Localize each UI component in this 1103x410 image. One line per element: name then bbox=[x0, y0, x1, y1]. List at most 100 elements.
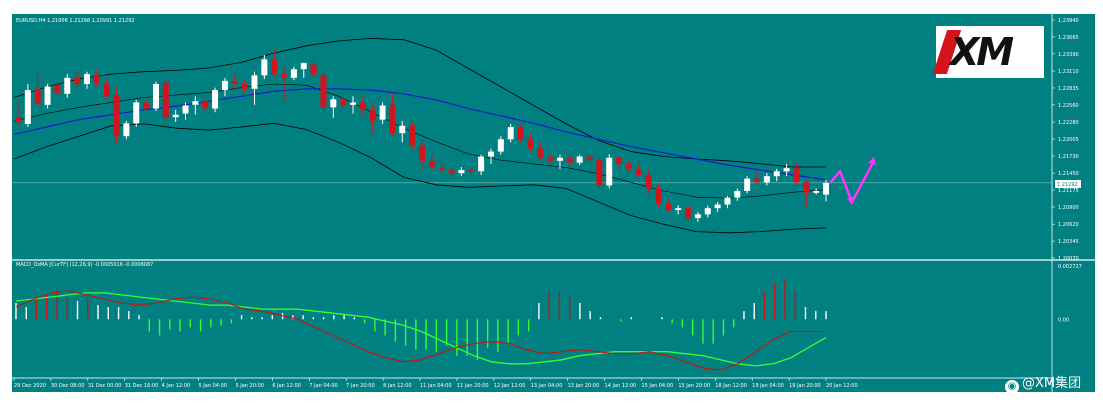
price-tick-label: 1.23665 bbox=[1058, 35, 1079, 41]
bear-candle bbox=[754, 178, 761, 183]
bull-candle bbox=[221, 80, 228, 91]
bear-candle bbox=[162, 82, 169, 118]
bear-candle bbox=[93, 74, 100, 83]
time-tick-label: 6 Jan 12:00 bbox=[272, 383, 300, 389]
bear-candle bbox=[645, 174, 652, 189]
bear-candle bbox=[527, 139, 534, 149]
moving-average bbox=[13, 88, 827, 181]
bull-candle bbox=[44, 86, 51, 105]
time-tick-label: 11 Jan 04:00 bbox=[420, 383, 452, 389]
bear-candle bbox=[54, 85, 61, 94]
bear-candle bbox=[566, 157, 573, 163]
bear-candle bbox=[635, 168, 642, 175]
bull-candle bbox=[192, 101, 199, 105]
price-tick-label: 1.20070 bbox=[1058, 256, 1079, 262]
macd-main-line bbox=[15, 290, 826, 371]
time-tick-label: 31 Dec 16:00 bbox=[125, 383, 159, 389]
upper-band bbox=[13, 37, 826, 168]
time-tick-label: 4 Jan 12:00 bbox=[162, 383, 190, 389]
price-tick-label: 1.21450 bbox=[1058, 171, 1079, 177]
bull-candle bbox=[458, 170, 465, 174]
time-tick-label: 19 Jan 04:00 bbox=[752, 383, 784, 389]
bear-candle bbox=[34, 88, 41, 104]
time-tick-label: 5 Jan 20:00 bbox=[235, 383, 263, 389]
bull-candle bbox=[556, 157, 563, 161]
bull-candle bbox=[399, 125, 406, 134]
bear-candle bbox=[803, 182, 810, 193]
price-panel-header: EURUSD,H4 1.21006 1.21298 1.20991 1.2129… bbox=[16, 18, 135, 24]
bull-candle bbox=[724, 197, 731, 205]
time-tick-label: 13 Jan 20:00 bbox=[568, 383, 600, 389]
macd-indicator bbox=[15, 278, 827, 371]
bear-candle bbox=[448, 170, 455, 174]
bear-candle bbox=[428, 160, 435, 167]
price-tick-label: 1.21175 bbox=[1058, 188, 1079, 194]
bull-candle bbox=[823, 182, 829, 195]
bull-candle bbox=[606, 157, 613, 186]
bull-candle bbox=[487, 151, 494, 157]
bear-candle bbox=[586, 156, 593, 161]
bear-candle bbox=[685, 208, 692, 219]
projection-arrow bbox=[829, 156, 876, 206]
watermark-text: @XM集团 bbox=[1022, 376, 1082, 391]
price-tick-label: 1.23110 bbox=[1058, 69, 1079, 75]
macd-tick-label: 0.00 bbox=[1058, 317, 1069, 323]
bull-candle bbox=[744, 178, 751, 191]
bull-candle bbox=[714, 204, 721, 209]
bear-candle bbox=[596, 160, 603, 186]
middle-band bbox=[13, 83, 827, 199]
bear-candle bbox=[310, 64, 317, 75]
price-tick-label: 1.20345 bbox=[1058, 239, 1079, 245]
price-tick-label: 1.23390 bbox=[1058, 52, 1079, 58]
candlesticks bbox=[15, 50, 829, 222]
bear-candle bbox=[389, 104, 396, 134]
bull-candle bbox=[123, 123, 130, 137]
price-tick-label: 1.20900 bbox=[1058, 205, 1079, 211]
bear-candle bbox=[665, 203, 672, 211]
bear-candle bbox=[517, 127, 524, 140]
price-tick-label: 1.21730 bbox=[1058, 154, 1079, 160]
time-tick-label: 7 Jan 04:00 bbox=[309, 383, 337, 389]
time-tick-label: 5 Jan 04:00 bbox=[199, 383, 227, 389]
macd-panel-header: MACD_OsMA [CurTF] (12,26,9) -0.0005016 -… bbox=[16, 262, 153, 268]
bear-candle bbox=[409, 125, 416, 146]
bear-candle bbox=[281, 74, 288, 78]
bear-candle bbox=[340, 99, 347, 105]
price-tick-label: 1.23940 bbox=[1058, 18, 1079, 24]
time-tick-label: 30 Dec 08:00 bbox=[51, 383, 85, 389]
bear-candle bbox=[231, 80, 238, 84]
bear-candle bbox=[359, 102, 366, 110]
bear-candle bbox=[74, 77, 81, 84]
time-tick-label: 14 Jan 12:00 bbox=[605, 383, 637, 389]
bear-candle bbox=[616, 157, 623, 164]
bull-candle bbox=[478, 156, 485, 172]
bear-candle bbox=[547, 157, 554, 161]
bull-candle bbox=[152, 83, 159, 109]
price-tick-label: 1.22280 bbox=[1058, 120, 1079, 126]
time-tick-label: 13 Jan 04:00 bbox=[531, 383, 563, 389]
watermark: ◉ @XM集团 bbox=[1005, 372, 1081, 394]
bull-candle bbox=[300, 63, 307, 70]
bull-candle bbox=[261, 59, 268, 76]
time-tick-label: 18 Jan 12:00 bbox=[715, 383, 747, 389]
bull-candle bbox=[290, 69, 297, 78]
bear-candle bbox=[113, 95, 120, 137]
bull-candle bbox=[497, 139, 504, 152]
time-tick-label: 19 Jan 20:00 bbox=[789, 383, 821, 389]
bear-candle bbox=[419, 145, 425, 161]
bear-candle bbox=[271, 59, 278, 75]
bear-candle bbox=[15, 117, 21, 123]
bull-candle bbox=[813, 190, 820, 193]
bull-candle bbox=[694, 214, 701, 219]
bull-candle bbox=[172, 114, 179, 118]
bear-candle bbox=[103, 83, 110, 97]
bull-candle bbox=[773, 171, 780, 177]
bull-candle bbox=[133, 102, 140, 124]
bear-candle bbox=[537, 148, 544, 158]
lower-band bbox=[13, 122, 827, 234]
bull-candle bbox=[24, 90, 31, 124]
time-tick-label: 29 Dec 2020 bbox=[14, 383, 46, 389]
projection-arrowhead bbox=[868, 156, 876, 165]
